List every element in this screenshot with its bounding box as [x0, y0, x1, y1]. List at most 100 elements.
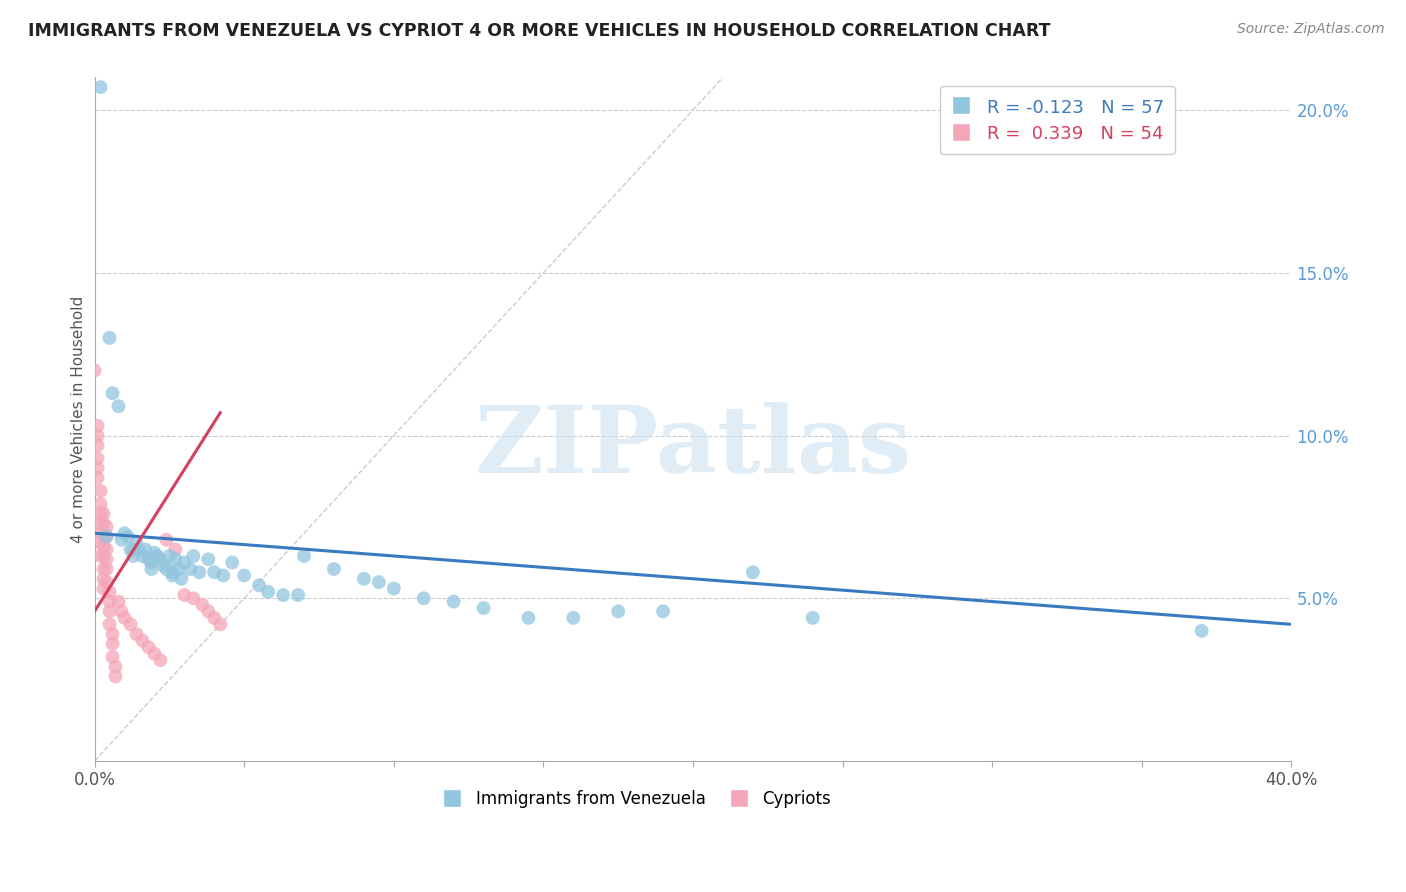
Point	[125, 536, 148, 550]
Point	[257, 584, 280, 599]
Point	[101, 627, 124, 641]
Point	[149, 653, 172, 667]
Point	[125, 627, 148, 641]
Point	[367, 574, 389, 589]
Point	[162, 568, 184, 582]
Point	[107, 594, 129, 608]
Point	[146, 549, 169, 563]
Point	[98, 594, 121, 608]
Point	[86, 451, 108, 466]
Text: Source: ZipAtlas.com: Source: ZipAtlas.com	[1237, 22, 1385, 37]
Point	[202, 566, 225, 580]
Point	[93, 549, 115, 563]
Point	[181, 591, 204, 606]
Point	[209, 617, 232, 632]
Point	[98, 584, 121, 599]
Y-axis label: 4 or more Vehicles in Household: 4 or more Vehicles in Household	[72, 295, 86, 543]
Point	[143, 647, 166, 661]
Point	[233, 568, 256, 582]
Point	[117, 529, 139, 543]
Point	[101, 637, 124, 651]
Point	[110, 533, 132, 547]
Point	[188, 566, 211, 580]
Point	[141, 562, 163, 576]
Point	[517, 611, 540, 625]
Point	[652, 604, 675, 618]
Point	[90, 536, 112, 550]
Point	[122, 549, 145, 563]
Point	[96, 519, 118, 533]
Point	[247, 578, 270, 592]
Point	[271, 588, 294, 602]
Point	[96, 529, 118, 543]
Point	[181, 549, 204, 563]
Point	[90, 497, 112, 511]
Point	[86, 471, 108, 485]
Point	[179, 562, 201, 576]
Point	[173, 588, 195, 602]
Point	[101, 649, 124, 664]
Point	[443, 594, 465, 608]
Point	[120, 542, 142, 557]
Point	[101, 386, 124, 401]
Point	[93, 529, 115, 543]
Point	[98, 331, 121, 345]
Point	[93, 572, 115, 586]
Point	[93, 507, 115, 521]
Point	[131, 549, 153, 563]
Point	[90, 549, 112, 563]
Point	[152, 558, 174, 573]
Point	[83, 363, 105, 377]
Point	[98, 617, 121, 632]
Point	[162, 566, 184, 580]
Point	[96, 552, 118, 566]
Point	[138, 640, 160, 654]
Point	[90, 507, 112, 521]
Point	[86, 418, 108, 433]
Point	[801, 611, 824, 625]
Point	[143, 546, 166, 560]
Point	[110, 604, 132, 618]
Point	[120, 617, 142, 632]
Point	[197, 604, 219, 618]
Point	[90, 80, 112, 95]
Point	[562, 611, 585, 625]
Point	[155, 562, 177, 576]
Point	[134, 542, 156, 557]
Point	[86, 438, 108, 452]
Point	[96, 529, 118, 543]
Point	[114, 526, 136, 541]
Point	[98, 604, 121, 618]
Point	[155, 533, 177, 547]
Point	[292, 549, 315, 563]
Point	[107, 399, 129, 413]
Point	[221, 556, 243, 570]
Point	[165, 552, 187, 566]
Point	[93, 582, 115, 596]
Point	[114, 611, 136, 625]
Point	[170, 572, 193, 586]
Point	[353, 572, 375, 586]
Point	[122, 542, 145, 557]
Point	[1191, 624, 1213, 638]
Point	[93, 539, 115, 553]
Point	[412, 591, 434, 606]
Point	[165, 542, 187, 557]
Point	[607, 604, 630, 618]
Point	[382, 582, 405, 596]
Text: ZIPatlas: ZIPatlas	[474, 401, 911, 491]
Point	[90, 483, 112, 498]
Point	[287, 588, 309, 602]
Legend: Immigrants from Venezuela, Cypriots: Immigrants from Venezuela, Cypriots	[429, 783, 838, 814]
Point	[741, 566, 763, 580]
Point	[141, 556, 163, 570]
Point	[212, 568, 235, 582]
Point	[96, 562, 118, 576]
Point	[96, 542, 118, 557]
Point	[138, 552, 160, 566]
Point	[86, 461, 108, 475]
Point	[90, 516, 112, 531]
Point	[104, 659, 127, 673]
Point	[93, 562, 115, 576]
Point	[197, 552, 219, 566]
